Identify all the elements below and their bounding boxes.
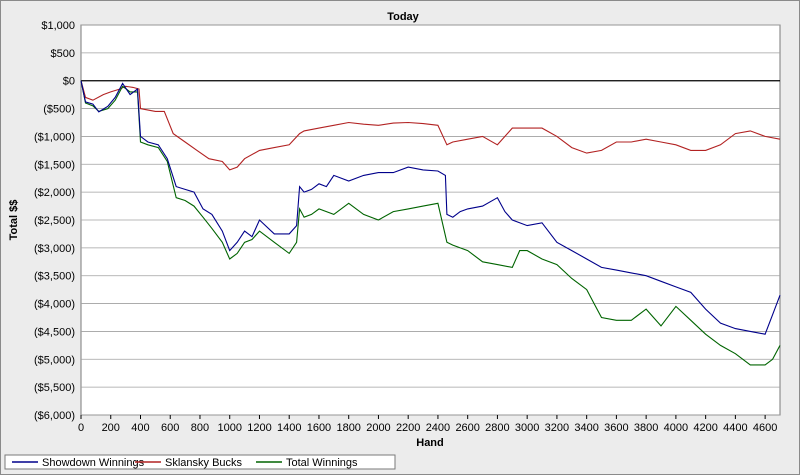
legend: Showdown Winnings Sklansky Bucks Total Win… [4, 454, 396, 470]
legend-label: Total Winnings [286, 457, 358, 469]
x-tick-label: 2600 [455, 422, 479, 434]
x-tick-label: 2200 [396, 422, 420, 434]
y-tick-label: ($4,500) [34, 326, 75, 338]
x-tick-label: 400 [131, 422, 149, 434]
x-tick-label: 3000 [515, 422, 539, 434]
y-tick-label: ($4,000) [34, 299, 75, 311]
y-axis-ticks: $1,000 $500 $0 ($500) ($1,000) ($1,500) ($2,00… [34, 20, 75, 422]
legend-box [4, 454, 396, 470]
x-tick-label: 4200 [693, 422, 717, 434]
y-tick-label: $1,000 [41, 20, 75, 32]
x-tick-label: 3200 [545, 422, 569, 434]
x-tick-label: 3800 [634, 422, 658, 434]
x-tick-label: 1000 [217, 422, 241, 434]
chart-title: Today [387, 11, 419, 23]
y-tick-label: ($3,500) [34, 271, 75, 283]
x-tick-label: 3600 [604, 422, 628, 434]
y-tick-label: ($2,500) [34, 215, 75, 227]
grid-lines [81, 24, 780, 416]
y-tick-label: ($500) [43, 104, 75, 116]
series-line-showdown-winnings [80, 80, 781, 335]
x-tick-label: 4600 [753, 422, 777, 434]
x-tick-label: 1800 [336, 422, 360, 434]
y-tick-label: ($5,000) [34, 354, 75, 366]
x-tick-label: 2400 [426, 422, 450, 434]
y-tick-label: $500 [51, 48, 75, 60]
x-tick-label: 2000 [366, 422, 390, 434]
y-tick-label: ($1,500) [34, 159, 75, 171]
x-tick-label: 800 [191, 422, 209, 434]
x-tick-label: 4400 [723, 422, 747, 434]
x-tick-label: 2800 [485, 422, 509, 434]
y-tick-label: ($6,000) [34, 410, 75, 422]
x-tick-label: 3400 [574, 422, 598, 434]
y-axis-label: Total $$ [8, 200, 20, 241]
x-tick-label: 1600 [307, 422, 331, 434]
series-line-total-winnings [80, 80, 781, 366]
y-tick-label: $0 [63, 76, 75, 88]
y-tick-label: ($2,000) [34, 187, 75, 199]
x-tick-label: 600 [161, 422, 179, 434]
series-line-sklansky-bucks [80, 80, 781, 171]
y-tick-label: ($3,000) [34, 243, 75, 255]
y-tick-label: ($5,500) [34, 382, 75, 394]
legend-label: Showdown Winnings [42, 457, 145, 469]
y-tick-label: ($1,000) [34, 131, 75, 143]
series-lines [80, 80, 781, 366]
x-tick-label: 0 [78, 422, 84, 434]
x-axis-label: Hand [416, 437, 444, 449]
legend-label: Sklansky Bucks [165, 457, 243, 469]
x-tick-label: 1200 [247, 422, 271, 434]
x-axis-ticks: 0 200 400 600 800 1000 1200 1400 1600 1800 2000 220… [78, 415, 777, 434]
x-tick-label: 200 [102, 422, 120, 434]
x-tick-label: 1400 [277, 422, 301, 434]
x-tick-label: 4000 [664, 422, 688, 434]
